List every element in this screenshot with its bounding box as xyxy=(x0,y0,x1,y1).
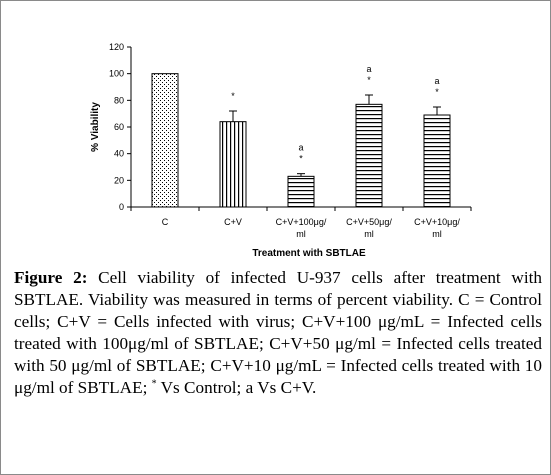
caption-text: Cell viability of infected U-937 cells a… xyxy=(14,268,542,397)
significance-mark: a xyxy=(298,143,303,153)
y-tick-label: 120 xyxy=(109,42,124,52)
bar xyxy=(355,103,383,208)
bar xyxy=(287,175,315,208)
significance-mark: * xyxy=(299,154,303,164)
bar xyxy=(423,114,451,208)
x-tick-label: ml xyxy=(296,229,306,239)
significance-mark: * xyxy=(231,91,235,101)
x-tick-label: C+V xyxy=(224,217,242,227)
significance-mark: a xyxy=(366,64,371,74)
y-tick-label: 80 xyxy=(114,95,124,105)
y-tick-label: 20 xyxy=(114,175,124,185)
x-axis-label: Treatment with SBTLAE xyxy=(252,248,366,259)
x-tick-label: C xyxy=(162,217,169,227)
axes: 0 20 40 60 80 100 120 C C+V C+V+100μg/ml C+V+50μg/… xyxy=(109,42,472,239)
x-tick-label: C+V+50μg/ xyxy=(346,217,392,227)
y-axis-label: % Viability xyxy=(90,102,101,152)
x-tick-label: ml xyxy=(364,229,374,239)
x-tick-label: C+V+10μg/ xyxy=(414,217,460,227)
bar xyxy=(219,121,247,208)
caption-label: Figure 2: xyxy=(14,268,88,287)
bars: **a*a*a xyxy=(151,64,451,208)
significance-mark: * xyxy=(367,75,371,85)
caption-asterisk: * xyxy=(151,378,157,390)
bar-chart: % Viability Treatment with SBTLAE 0 20 40 6… xyxy=(90,42,472,259)
y-tick-label: 40 xyxy=(114,149,124,159)
significance-mark: a xyxy=(434,76,439,86)
y-tick-label: 60 xyxy=(114,122,124,132)
significance-mark: * xyxy=(435,87,439,97)
y-tick-label: 0 xyxy=(119,202,124,212)
figure-caption: Figure 2: Cell viability of infected U-9… xyxy=(14,267,542,399)
x-tick-label: ml xyxy=(432,229,442,239)
bar xyxy=(151,73,179,208)
caption-text-end: Vs Control; a Vs C+V. xyxy=(156,378,317,397)
y-tick-label: 100 xyxy=(109,69,124,79)
x-tick-label: C+V+100μg/ xyxy=(276,217,327,227)
